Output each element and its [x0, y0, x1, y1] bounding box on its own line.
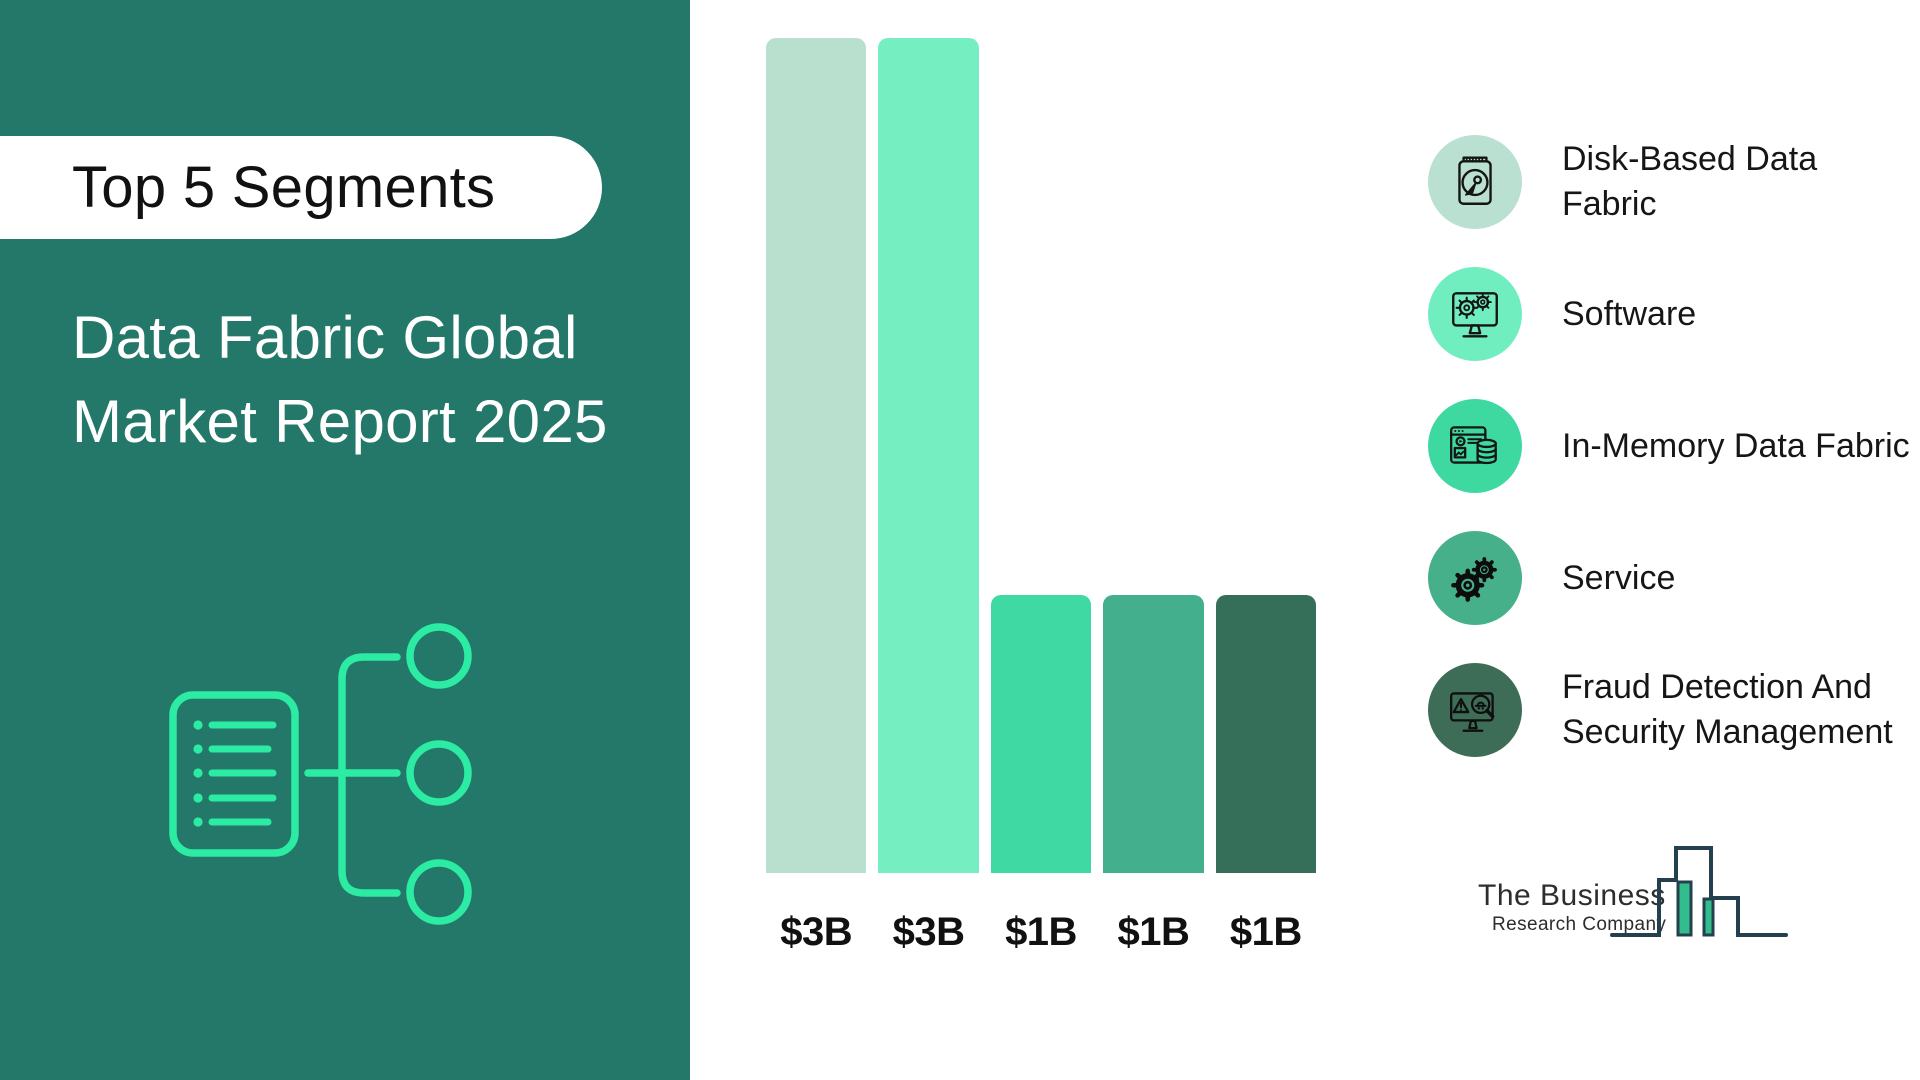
report-title: Data Fabric Global Market Report 2025	[72, 296, 608, 464]
logo-subname: Research Company	[1492, 914, 1667, 935]
bar-value-label: $1B	[1229, 910, 1302, 954]
legend-item-label: Software	[1562, 294, 1697, 333]
hard-disk-icon	[1428, 135, 1522, 229]
legend-item-software: Software	[1428, 248, 1920, 380]
top5-badge: Top 5 Segments	[0, 136, 602, 239]
logo-skyline-icon	[1610, 843, 1790, 940]
chart-bar	[1103, 594, 1204, 873]
report-title-line2: Market Report 2025	[72, 388, 608, 455]
legend-item-label: In-Memory Data Fabric	[1562, 426, 1910, 465]
top5-badge-label: Top 5 Segments	[72, 155, 496, 220]
chart-bar	[990, 594, 1092, 873]
report-title-line1: Data Fabric Global	[72, 304, 578, 371]
legend-item-label: Fraud Detection And Security Management	[1562, 668, 1893, 751]
legend: Disk-Based Data Fabric Software	[1428, 116, 1920, 776]
left-panel: Top 5 Segments Data Fabric Global Market…	[0, 0, 690, 1080]
bar-chart	[766, 38, 1317, 873]
brand-logo: The Business Research Company	[1478, 846, 1798, 978]
bar-value-label: $1B	[1117, 910, 1190, 954]
legend-item-disk-based: Disk-Based Data Fabric	[1428, 116, 1920, 248]
legend-item-fraud: Fraud Detection And Security Management	[1428, 644, 1920, 776]
gears-icon	[1428, 531, 1522, 625]
logo-name: The Business	[1478, 879, 1666, 912]
spy-monitor-icon	[1428, 663, 1522, 757]
browser-database-icon	[1428, 399, 1522, 493]
legend-item-label: Disk-Based Data Fabric	[1562, 140, 1818, 223]
chart-bar	[878, 38, 979, 873]
legend-item-service: Service	[1428, 512, 1920, 644]
bar-value-label: $3B	[780, 910, 853, 954]
legend-item-in-memory: In-Memory Data Fabric	[1428, 380, 1920, 512]
monitor-gears-icon	[1428, 267, 1522, 361]
chart-bar	[766, 38, 867, 873]
bar-value-label: $1B	[1005, 910, 1077, 954]
legend-item-label: Service	[1562, 558, 1676, 597]
document-flowchart-icon	[150, 610, 490, 950]
chart-bar	[1215, 594, 1317, 873]
bar-value-label: $3B	[892, 910, 965, 954]
bar-chart-labels: $3B $3B $1B $1B $1B	[766, 910, 1316, 955]
